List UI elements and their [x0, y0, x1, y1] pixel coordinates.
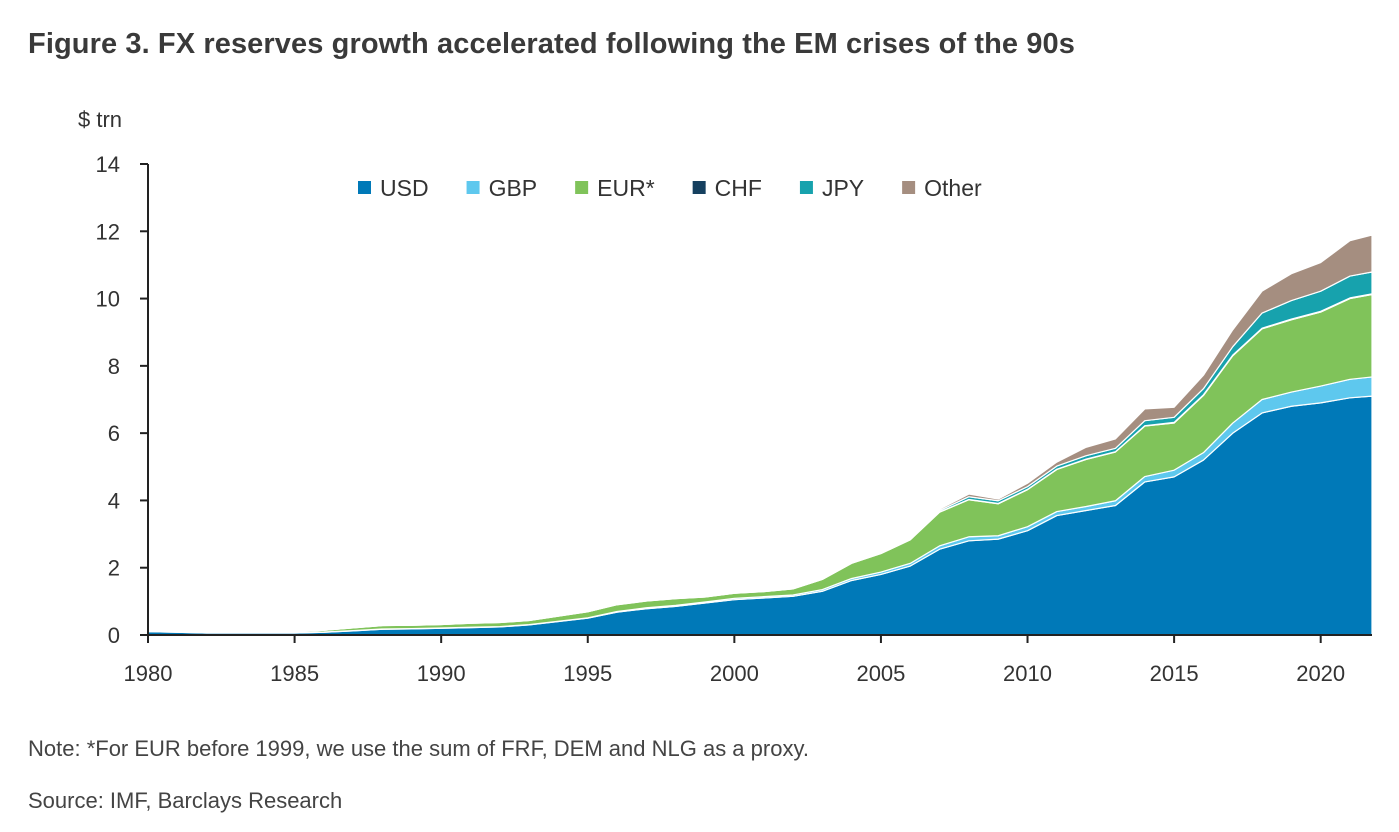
legend-swatch-eur [575, 181, 589, 194]
y-axis-label: $ trn [78, 107, 122, 132]
x-tick-label: 2020 [1296, 661, 1345, 686]
y-tick-label: 14 [96, 152, 120, 177]
x-tick-label: 1985 [270, 661, 319, 686]
legend-swatch-other [902, 181, 916, 194]
stacked-area-chart: 0 2 4 6 8 10 12 14 1980 1985 1990 1995 2000 2005 2010 2… [78, 107, 1373, 686]
x-tick-label: 2015 [1150, 661, 1199, 686]
y-tick-label: 6 [108, 421, 120, 446]
note-text: Note: *For EUR before 1999, we use the s… [28, 736, 809, 761]
legend-label-gbp: GBP [489, 175, 538, 201]
legend-swatch-gbp [466, 181, 480, 194]
chart-title: Figure 3. FX reserves growth accelerated… [28, 28, 1075, 60]
legend-label-jpy: JPY [822, 175, 864, 201]
series-areas [147, 234, 1373, 636]
source-text: Source: IMF, Barclays Research [28, 788, 343, 813]
x-tick-label: 1990 [417, 661, 466, 686]
axes: 0 2 4 6 8 10 12 14 1980 1985 1990 1995 2000 2005 2010 2… [96, 152, 1372, 686]
x-tick-label: 2010 [1003, 661, 1052, 686]
legend-swatch-chf [692, 181, 706, 194]
y-tick-label: 12 [96, 219, 120, 244]
y-tick-label: 8 [108, 354, 120, 379]
legend: USD GBP EUR* CHF JPY Other [358, 175, 982, 201]
legend-label-eur: EUR* [597, 175, 655, 201]
y-tick-label: 2 [108, 556, 120, 581]
x-tick-label: 1980 [124, 661, 173, 686]
y-tick-label: 0 [108, 623, 120, 648]
legend-label-chf: CHF [715, 175, 762, 201]
area-other [147, 234, 1373, 633]
x-tick-label: 2000 [710, 661, 759, 686]
legend-swatch-jpy [799, 181, 813, 194]
y-tick-label: 4 [108, 488, 120, 513]
legend-label-usd: USD [380, 175, 429, 201]
x-tick-label: 1995 [563, 661, 612, 686]
legend-swatch-usd [358, 181, 371, 194]
y-tick-label: 10 [96, 287, 120, 312]
x-tick-label: 2005 [856, 661, 905, 686]
legend-label-other: Other [924, 175, 982, 201]
